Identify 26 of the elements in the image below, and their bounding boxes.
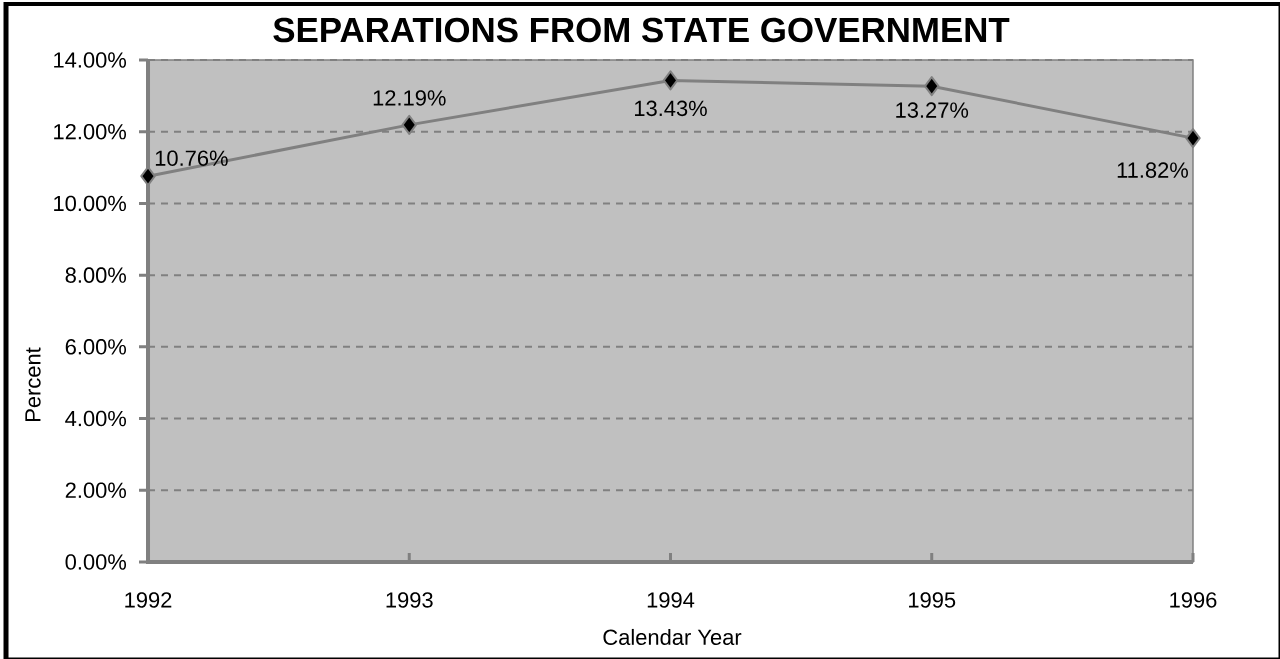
point bbox=[662, 70, 679, 91]
x-axis-title: Calendar Year bbox=[603, 628, 742, 646]
x-tick-label: 1992 bbox=[125, 592, 172, 608]
point bbox=[140, 166, 156, 187]
y-tick-label: 14.00% bbox=[54, 52, 127, 68]
y-tick-label: 12.00% bbox=[54, 123, 127, 140]
y-tick-label: 2.00% bbox=[65, 482, 127, 499]
x-tick-label: 1993 bbox=[386, 592, 433, 608]
chart-title: SEPARATIONS FROM STATE GOVERNMENT bbox=[273, 17, 1010, 43]
point bbox=[923, 76, 940, 97]
data-label: 12.19% bbox=[373, 90, 446, 106]
data-label: 13.43% bbox=[635, 100, 707, 117]
point bbox=[1185, 128, 1201, 149]
data-label: 13.27% bbox=[896, 102, 969, 118]
y-tick-label: 6.00% bbox=[65, 339, 127, 355]
y-axis-title: Percent bbox=[25, 347, 41, 421]
data-label: 11.82% bbox=[1117, 162, 1188, 178]
x-tick-label: 1994 bbox=[647, 592, 695, 608]
y-tick-label: 10.00% bbox=[54, 195, 127, 212]
x-tick-label: 1995 bbox=[909, 592, 956, 608]
x-tick-label: 1996 bbox=[1170, 592, 1217, 608]
y-tick-label: 4.00% bbox=[65, 410, 127, 427]
y-tick-label: 0.00% bbox=[65, 554, 127, 570]
y-tick-label: 8.00% bbox=[65, 267, 127, 283]
data-label: 10.76% bbox=[155, 150, 228, 166]
point bbox=[401, 114, 417, 135]
